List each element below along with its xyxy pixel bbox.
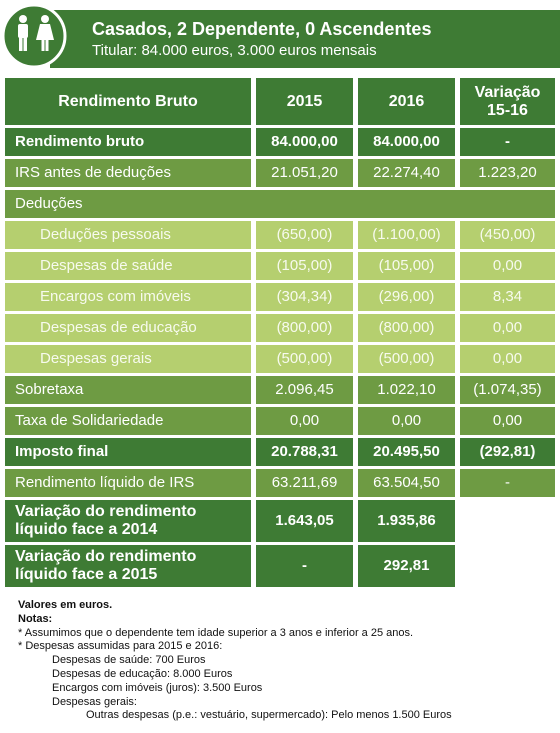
- units-note: Valores em euros.: [18, 599, 113, 611]
- expense: Encargos com imóveis (juros): 3.500 Euro…: [52, 681, 263, 694]
- notes: Valores em euros. Notas: * Assumimos que…: [18, 599, 452, 723]
- column-header: 2016: [358, 78, 455, 125]
- row-label: Rendimento bruto: [5, 128, 251, 156]
- cell-value: 292,81: [358, 545, 455, 587]
- cell-value: (292,81): [460, 438, 555, 466]
- cell-value: 84.000,00: [256, 128, 353, 156]
- cell-value: 0,00: [256, 407, 353, 435]
- cell-value: 1.223,20: [460, 159, 555, 187]
- note-text: Despesas assumidas para 2015 e 2016:: [25, 640, 223, 653]
- expense: Despesas gerais:: [52, 695, 137, 708]
- title: Casados, 2 Dependente, 0 Ascendentes: [92, 19, 432, 39]
- row-label: Despesas de saúde: [5, 252, 251, 280]
- expense: Despesas de saúde: 700 Euros: [52, 654, 206, 667]
- cell-value: 63.211,69: [256, 469, 353, 497]
- cell-value: 20.788,31: [256, 438, 353, 466]
- note-item: * Despesas assumidas para 2015 e 2016:: [18, 640, 223, 653]
- cell-value: (500,00): [358, 345, 455, 373]
- cell-value: 0,00: [460, 252, 555, 280]
- cell-value: 0,00: [460, 345, 555, 373]
- cell-value: (105,00): [358, 252, 455, 280]
- row-label: Deduções pessoais: [5, 221, 251, 249]
- cell-value: (800,00): [256, 314, 353, 342]
- expense-other: Outras despesas (p.e.: vestuário, superm…: [86, 709, 452, 722]
- row-label: Encargos com imóveis: [5, 283, 251, 311]
- cell-value: (105,00): [256, 252, 353, 280]
- cell-value: (800,00): [358, 314, 455, 342]
- cell-value: -: [460, 128, 555, 156]
- cell-value: (296,00): [358, 283, 455, 311]
- column-header: Variação 15-16: [460, 78, 555, 125]
- cell-value: (304,34): [256, 283, 353, 311]
- column-header: 2015: [256, 78, 353, 125]
- cell-value: 1.935,86: [358, 500, 455, 542]
- notes-heading: Notas:: [18, 612, 53, 625]
- cell-value: (650,00): [256, 221, 353, 249]
- header-graphics: [1, 3, 560, 69]
- cell-value: 1.022,10: [358, 376, 455, 404]
- header-bar: [50, 10, 560, 68]
- cell-value: 0,00: [460, 407, 555, 435]
- cell-value: (1.100,00): [358, 221, 455, 249]
- row-label: Variação do rendimento líquido face a 20…: [5, 500, 251, 542]
- note-text: Assumimos que o dependente tem idade sup…: [24, 626, 414, 639]
- cell-value: 22.274,40: [358, 159, 455, 187]
- row-label: Deduções: [5, 190, 555, 218]
- subtitle: Titular: 84.000 euros, 3.000 euros mensa…: [92, 42, 377, 59]
- cell-value: 0,00: [460, 314, 555, 342]
- cell-value: (1.074,35): [460, 376, 555, 404]
- cell-value: 84.000,00: [358, 128, 455, 156]
- family-icon: [1, 3, 67, 69]
- row-label: Rendimento líquido de IRS: [5, 469, 251, 497]
- cell-value: (500,00): [256, 345, 353, 373]
- row-label: Despesas de educação: [5, 314, 251, 342]
- row-label: Taxa de Solidariedade: [5, 407, 251, 435]
- row-label: IRS antes de deduções: [5, 159, 251, 187]
- cell-value: 21.051,20: [256, 159, 353, 187]
- cell-value: -: [460, 469, 555, 497]
- cell-value: 8,34: [460, 283, 555, 311]
- cell-value: 0,00: [358, 407, 455, 435]
- cell-value: 63.504,50: [358, 469, 455, 497]
- column-header: Rendimento Bruto: [5, 78, 251, 125]
- row-label: Variação do rendimento líquido face a 20…: [5, 545, 251, 587]
- cell-value: (450,00): [460, 221, 555, 249]
- cell-value: 2.096,45: [256, 376, 353, 404]
- people-icon: [18, 15, 54, 51]
- row-label: Imposto final: [5, 438, 251, 466]
- cell-value: -: [256, 545, 353, 587]
- row-label: Despesas gerais: [5, 345, 251, 373]
- cell-value: 1.643,05: [256, 500, 353, 542]
- row-label: Sobretaxa: [5, 376, 251, 404]
- expense: Despesas de educação: 8.000 Euros: [52, 667, 233, 680]
- cell-value: 20.495,50: [358, 438, 455, 466]
- note-item: * Assumimos que o dependente tem idade s…: [18, 626, 414, 639]
